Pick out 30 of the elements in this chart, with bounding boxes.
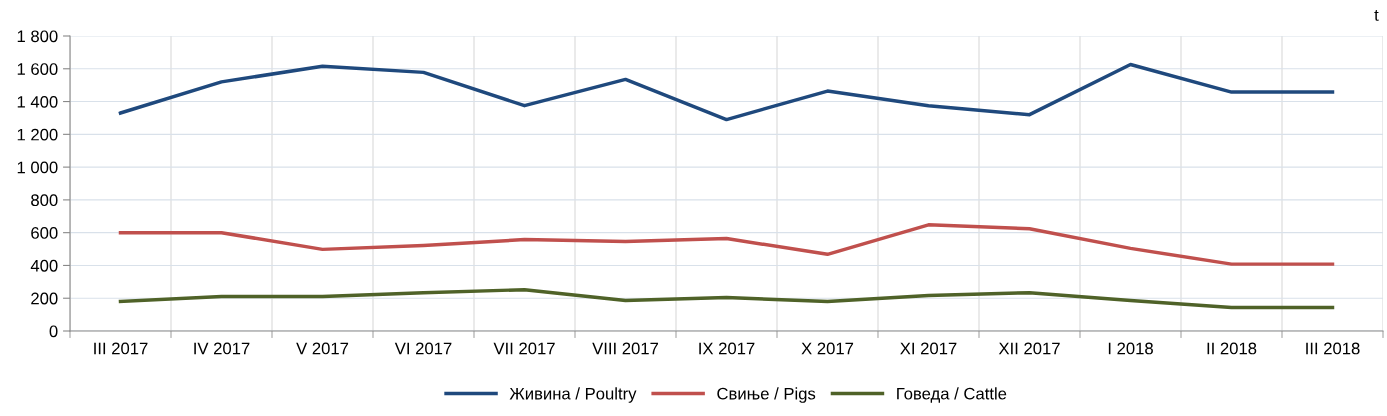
y-tick-label: 1 400 <box>17 95 58 108</box>
line-series <box>118 223 1335 266</box>
x-tick-label: V 2017 <box>296 342 349 355</box>
x-tick-label: VI 2017 <box>394 342 452 355</box>
y-tick-label: 1 000 <box>17 161 58 174</box>
x-tick-label: XII 2017 <box>998 342 1060 355</box>
y-tick-label: 0 <box>49 325 58 338</box>
x-tick-label: XI 2017 <box>900 342 957 355</box>
x-tick-label: VIII 2017 <box>592 342 659 355</box>
y-tick-label: 1 200 <box>17 128 58 141</box>
x-tick-label: IX 2017 <box>699 342 755 355</box>
y-tick-label: 200 <box>31 292 58 305</box>
line-series <box>118 62 1335 122</box>
y-tick-label: 1 600 <box>17 63 58 75</box>
legend-label: Говеда / Cattle <box>897 387 1007 403</box>
y-tick-label: 800 <box>31 194 58 207</box>
y-axis-title: t <box>1374 9 1379 21</box>
legend-label: Свиње / Pigs <box>717 387 816 403</box>
x-tick-label: III 2017 <box>94 342 148 355</box>
x-tick-label: II 2018 <box>1207 342 1257 355</box>
y-tick-label: 1 800 <box>17 30 58 43</box>
x-tick-label: X 2017 <box>801 342 854 355</box>
y-tick-label: 600 <box>31 227 58 239</box>
x-tick-label: VII 2017 <box>493 342 555 355</box>
x-tick-label: I 2018 <box>1108 342 1153 355</box>
line-series <box>118 287 1335 310</box>
legend-label: Живина / Poultry <box>509 387 637 403</box>
x-tick-label: III 2018 <box>1306 342 1360 355</box>
x-tick-label: IV 2017 <box>194 342 250 355</box>
y-tick-label: 400 <box>30 259 58 272</box>
